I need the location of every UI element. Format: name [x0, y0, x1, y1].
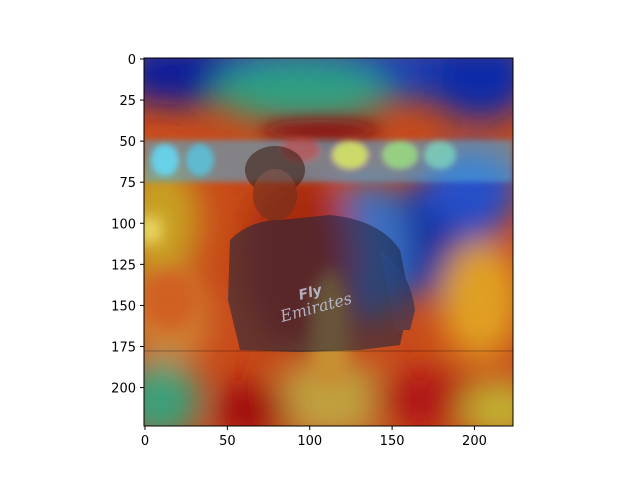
y-tick-label: 100 — [111, 217, 136, 232]
y-tick-label: 0 — [128, 53, 136, 68]
jersey-text-fly: Fly — [297, 282, 325, 304]
x-tick-label: 100 — [297, 434, 322, 449]
y-axis: 0 25 50 75 100 125 150 175 200 — [111, 53, 144, 397]
x-tick-label: 50 — [219, 434, 236, 449]
x-tick-label: 150 — [380, 434, 405, 449]
y-tick-label: 25 — [119, 94, 136, 109]
x-tick-label: 0 — [141, 434, 149, 449]
x-axis: 0 50 100 150 200 — [141, 426, 487, 449]
y-tick-label: 200 — [111, 382, 136, 397]
player-silhouette — [228, 146, 415, 352]
y-tick-label: 75 — [119, 176, 136, 191]
y-tick-label: 125 — [111, 258, 136, 273]
heatmap-image: Fly Emirates — [144, 58, 513, 426]
y-tick-label: 175 — [111, 341, 136, 356]
y-tick-label: 150 — [111, 299, 136, 314]
y-tick-label: 50 — [119, 135, 136, 150]
plot-frame — [143, 57, 514, 427]
x-tick-label: 200 — [462, 434, 487, 449]
